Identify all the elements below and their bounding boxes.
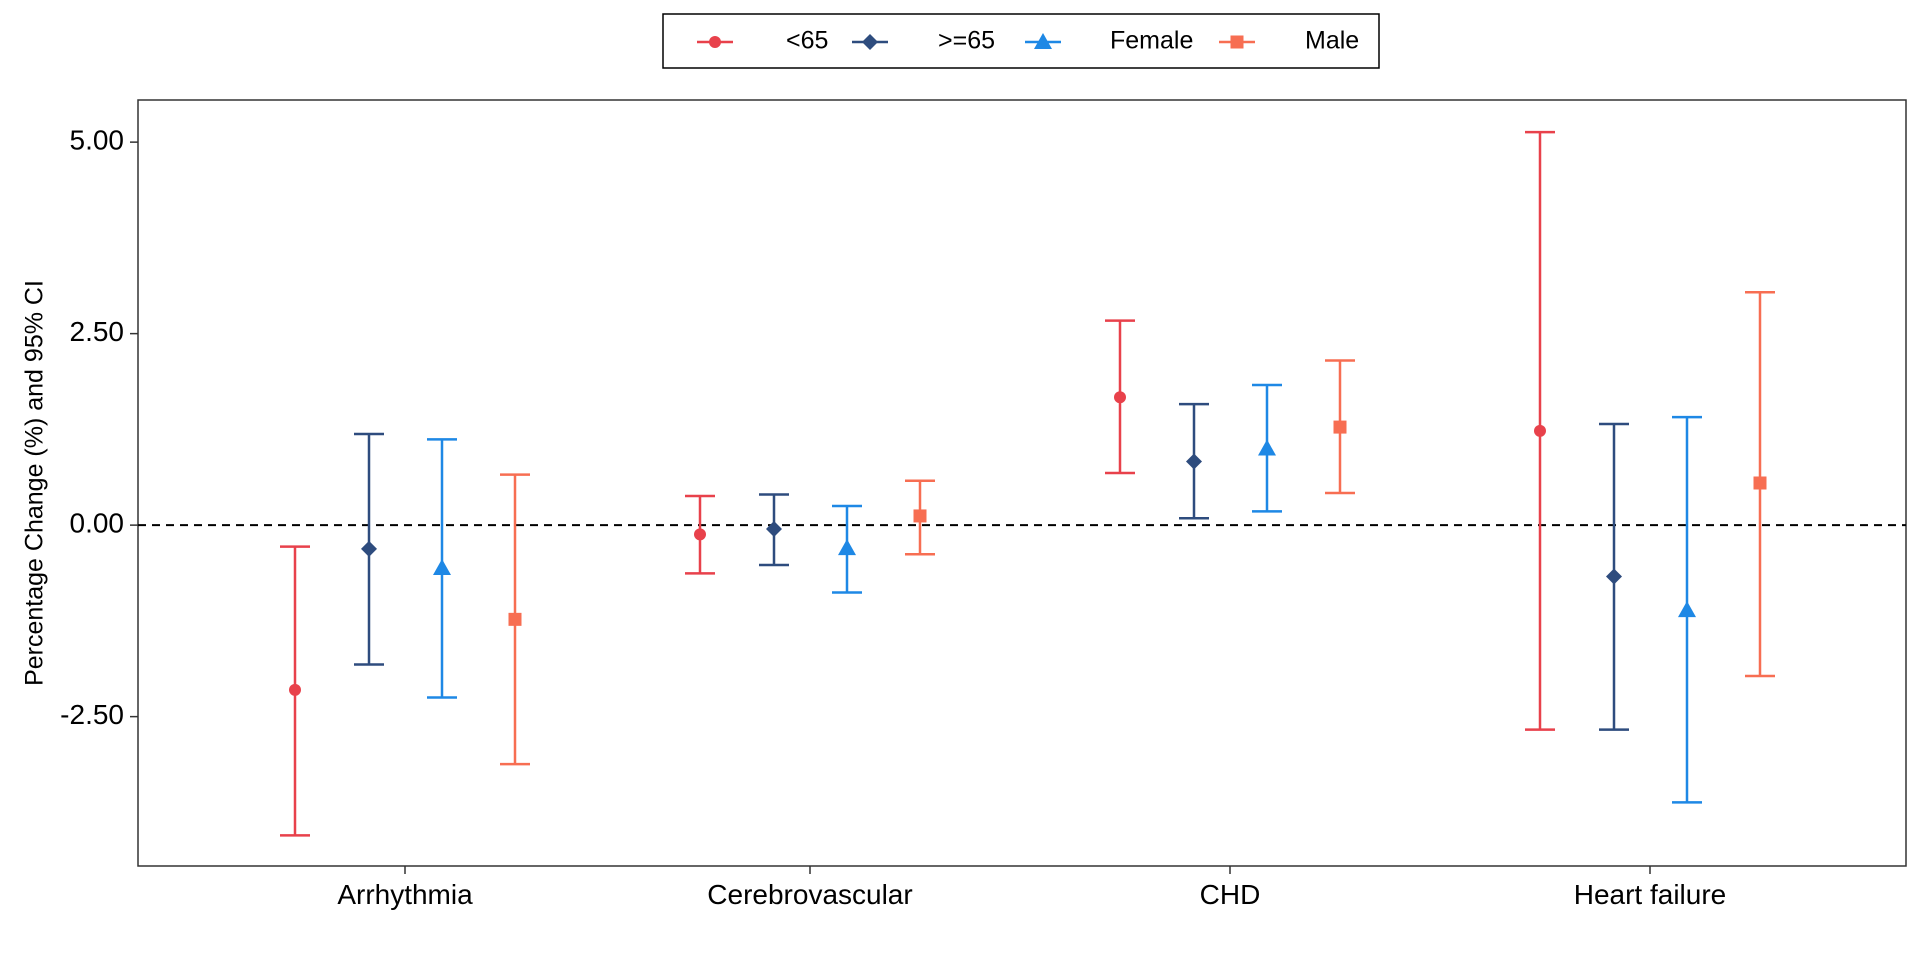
x-tick-label: Heart failure (1574, 879, 1727, 910)
point-estimate-marker (838, 539, 856, 556)
point-estimate-marker (913, 509, 927, 523)
plot-area (280, 130, 1775, 837)
y-tick-label: 5.00 (70, 125, 125, 156)
point-estimate-marker (1333, 420, 1347, 434)
y-axis-title: Percentage Change (%) and 95% CI (21, 280, 49, 686)
point-estimate-marker (1258, 439, 1276, 456)
y-tick-label: -2.50 (60, 699, 124, 730)
point-estimate-marker (1753, 476, 1767, 490)
errorbar-group (427, 438, 457, 699)
legend-key-marker (1230, 35, 1244, 49)
point-estimate-marker (433, 559, 451, 576)
errorbar-group (759, 493, 789, 567)
legend-label: <65 (786, 27, 828, 55)
errorbar-group (1745, 291, 1775, 678)
legend-key-marker (1034, 33, 1052, 49)
legend-key-marker (709, 36, 721, 48)
x-axis: Arrhythmia Cerebrovascular CHD Heart failur… (337, 866, 1726, 910)
errorbar-group (1252, 383, 1282, 513)
point-estimate-marker (1534, 424, 1546, 437)
errorbar-group (1525, 130, 1555, 731)
y-tick-label: 0.00 (70, 508, 125, 539)
errorbar-group (832, 504, 862, 594)
errorbar-group (1599, 422, 1629, 731)
legend-label: Male (1305, 27, 1359, 55)
legend-label: >=65 (938, 27, 995, 55)
point-estimate-marker (289, 683, 301, 696)
errorbar-group (1105, 319, 1135, 475)
point-estimate-marker (1678, 601, 1696, 618)
errorbar-group (905, 479, 935, 556)
y-axis: 5.00 2.50 0.00 -2.50 (60, 125, 138, 730)
point-estimate-marker (1114, 391, 1126, 404)
legend: <65 >=65 Female Male (662, 13, 1380, 69)
x-tick-label: CHD (1200, 879, 1261, 910)
errorbar-group (1672, 415, 1702, 804)
legend-key-marker (862, 34, 878, 50)
point-estimate-marker (361, 540, 377, 557)
point-estimate-marker (508, 612, 522, 626)
legend-box (662, 13, 1380, 69)
point-estimate-marker (694, 528, 706, 541)
x-tick-label: Cerebrovascular (707, 879, 912, 910)
errorbar-group (354, 432, 384, 666)
point-estimate-marker (766, 520, 782, 537)
errorbar-group (280, 545, 310, 837)
errorbar-group (500, 473, 530, 766)
errorbar-group (685, 494, 715, 575)
legend-label: Female (1110, 27, 1193, 55)
point-estimate-marker (1606, 568, 1622, 585)
errorbar-group (1325, 359, 1355, 495)
point-estimate-marker (1186, 453, 1202, 470)
y-tick-label: 2.50 (70, 316, 125, 347)
errorbar-group (1179, 402, 1209, 520)
plot-frame (137, 99, 1907, 867)
x-tick-label: Arrhythmia (337, 879, 473, 910)
